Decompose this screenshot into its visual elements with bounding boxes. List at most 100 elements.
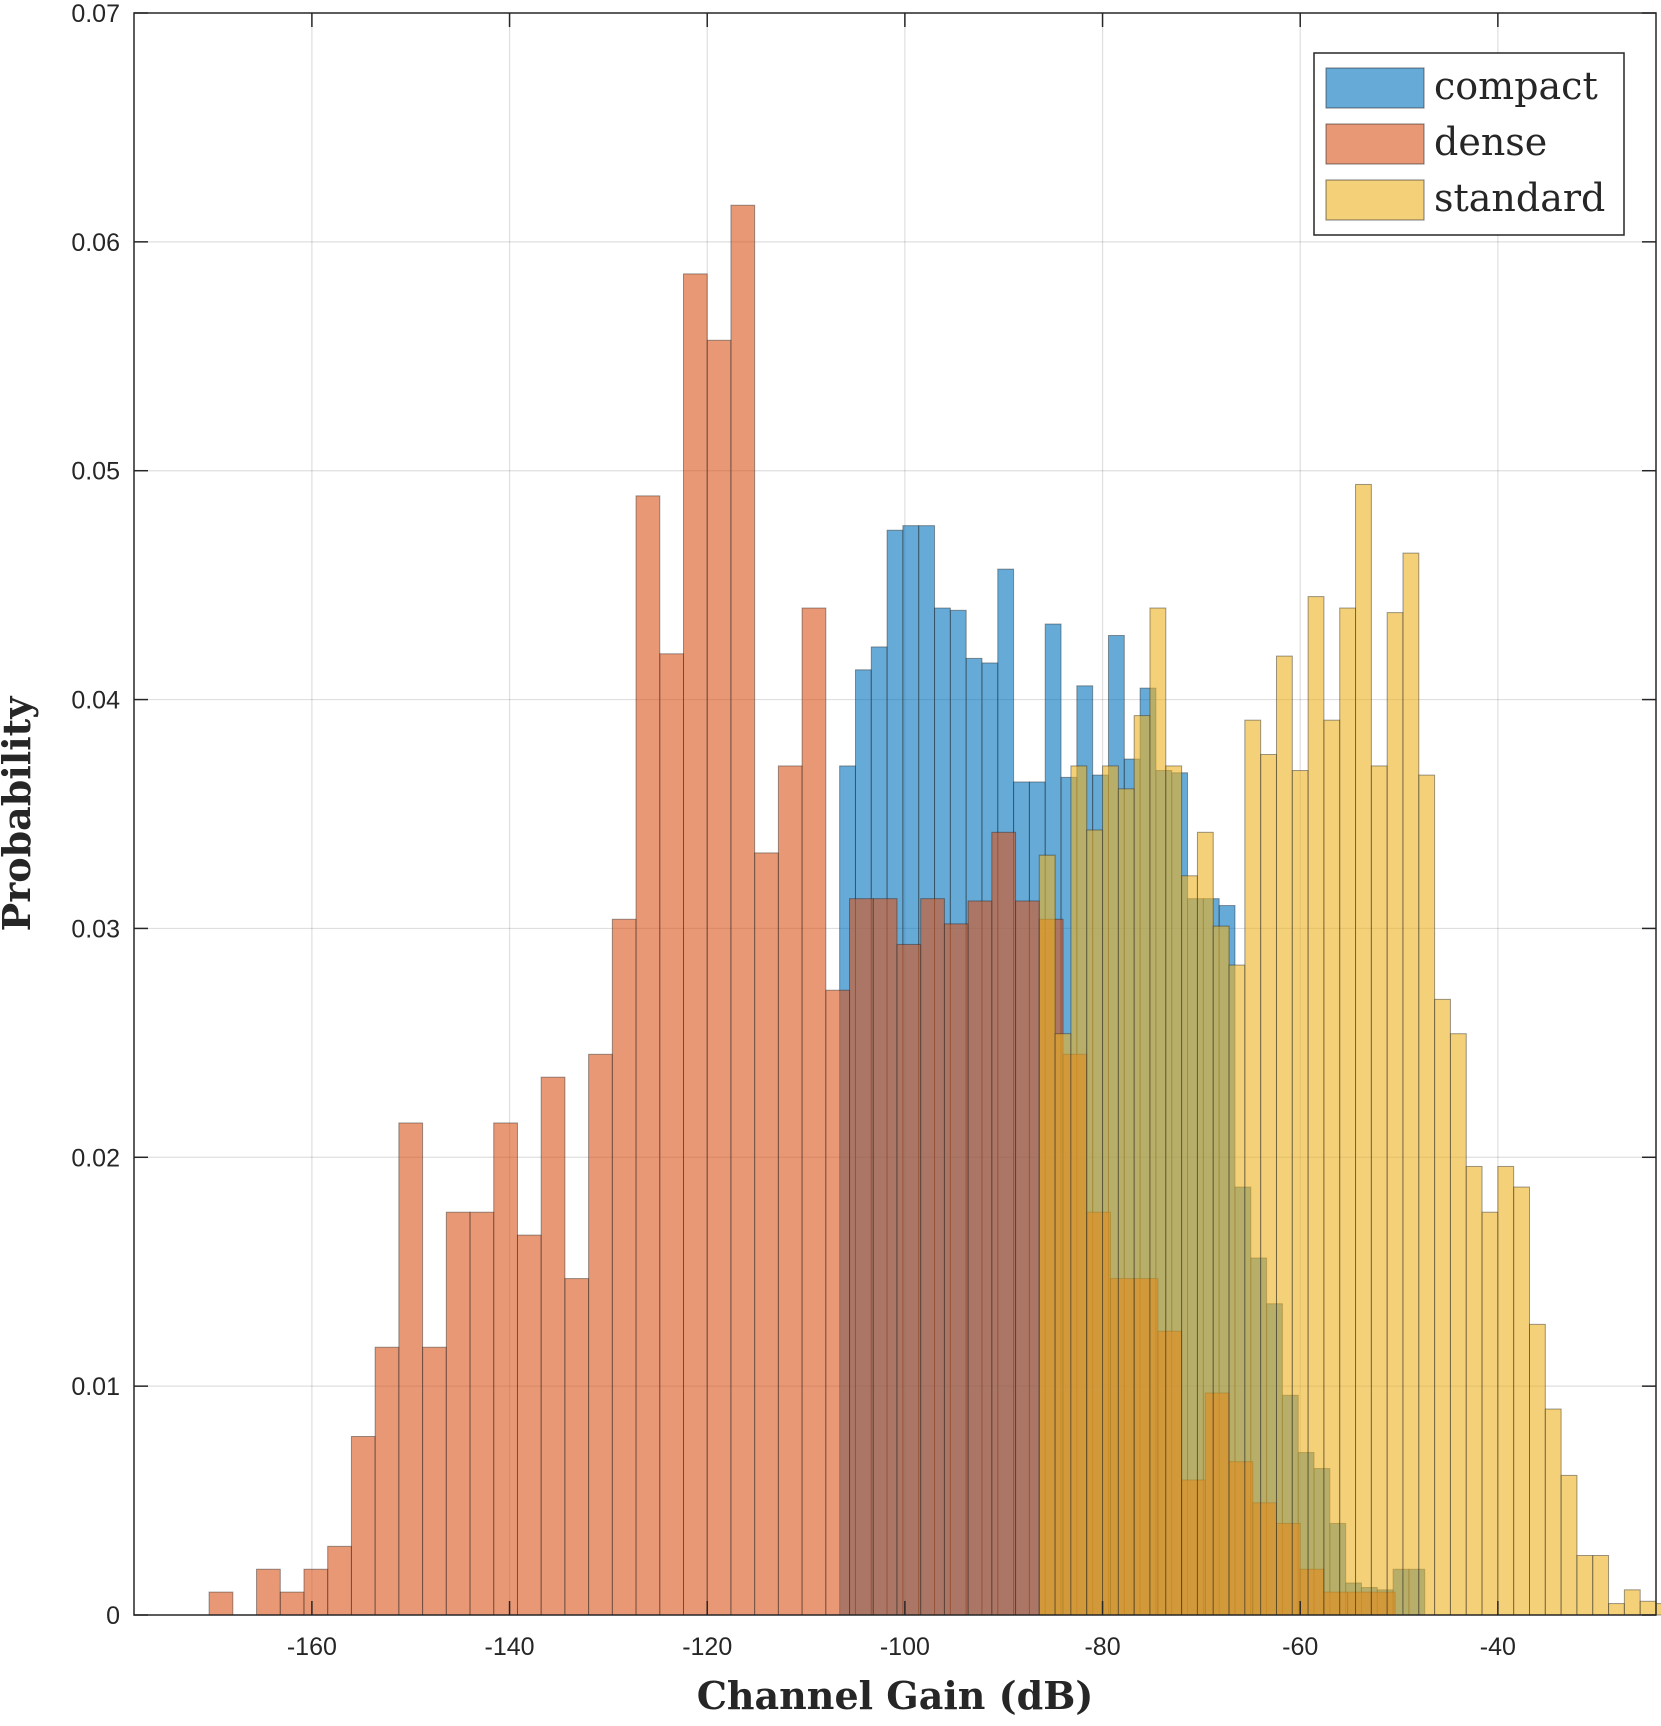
- bar-dense: [279, 1591, 305, 1616]
- bar-standard: [1402, 552, 1420, 1616]
- bar-standard: [1497, 1165, 1515, 1616]
- bar-dense: [469, 1211, 495, 1616]
- bar-dense: [872, 898, 898, 1616]
- bar-standard: [1181, 875, 1198, 1616]
- axes-frame: [133, 12, 1657, 1616]
- bar-standard: [1149, 607, 1167, 1616]
- bar-dense: [208, 1591, 234, 1616]
- bar-standard: [1434, 998, 1451, 1616]
- y-axis-title: Probability: [0, 696, 39, 932]
- bar-standard: [1481, 1211, 1499, 1616]
- legend-swatch-compact: [1325, 67, 1425, 109]
- legend: compact dense standard: [1313, 52, 1625, 236]
- x-tick-label: -40: [1480, 1633, 1516, 1661]
- bar-dense: [422, 1346, 447, 1616]
- y-tick-label: 0.01: [71, 1373, 120, 1401]
- y-tick-label: 0.07: [71, 0, 120, 28]
- y-tick-label: 0.06: [71, 229, 120, 257]
- bar-dense: [327, 1545, 352, 1616]
- x-tick-label: -120: [682, 1633, 732, 1661]
- bar-dense: [398, 1122, 424, 1616]
- bar-standard: [1165, 765, 1183, 1616]
- bar-standard: [1592, 1555, 1610, 1616]
- bar-dense: [256, 1568, 281, 1616]
- bar-standard: [1623, 1589, 1641, 1616]
- bar-standard: [1086, 829, 1104, 1616]
- y-tick-label: 0.04: [71, 687, 120, 715]
- x-axis-title: Channel Gain (dB): [697, 1673, 1094, 1718]
- bar-dense: [777, 765, 803, 1616]
- bar-standard: [1070, 765, 1088, 1616]
- bar-dense: [540, 1076, 566, 1616]
- bar-standard: [1307, 596, 1325, 1616]
- bar-dense: [730, 204, 756, 1616]
- bar-standard: [1323, 719, 1341, 1616]
- bar-dense: [374, 1346, 400, 1616]
- legend-swatch-standard: [1325, 179, 1425, 221]
- bar-dense: [611, 918, 637, 1616]
- x-tick-label: -160: [287, 1633, 337, 1661]
- bar-standard: [1355, 483, 1372, 1616]
- bar-standard: [1212, 925, 1230, 1616]
- bar-dense: [303, 1568, 329, 1616]
- x-tick-label: -60: [1282, 1633, 1318, 1661]
- bar-standard: [1244, 719, 1262, 1616]
- bar-dense: [635, 495, 661, 1616]
- x-tick-label: -100: [880, 1633, 930, 1661]
- y-tick-label: 0.03: [71, 915, 120, 943]
- bar-dense: [967, 900, 993, 1616]
- bar-dense: [659, 653, 685, 1616]
- bar-standard: [1275, 655, 1293, 1616]
- bar-standard: [1117, 788, 1135, 1616]
- x-tick-label: -80: [1084, 1633, 1120, 1661]
- bar-standard: [1196, 831, 1214, 1616]
- bar-standard: [1529, 1323, 1546, 1616]
- bar-dense: [754, 852, 779, 1616]
- bar-dense: [683, 273, 708, 1616]
- bar-dense: [445, 1211, 471, 1616]
- bar-standard: [1370, 765, 1388, 1616]
- y-tick-label: 0.02: [71, 1144, 120, 1172]
- bar-dense: [920, 898, 945, 1616]
- bar-dense: [991, 831, 1017, 1616]
- bar-dense: [516, 1234, 542, 1616]
- bar-dense: [1015, 900, 1040, 1616]
- legend-label-compact: compact: [1434, 64, 1598, 108]
- bar-dense: [493, 1122, 518, 1616]
- bar-dense: [350, 1435, 376, 1616]
- x-tick-label: -140: [485, 1633, 535, 1661]
- y-tick-label: 0: [106, 1602, 120, 1630]
- bar-standard: [1639, 1600, 1657, 1616]
- bar-standard: [1228, 964, 1246, 1616]
- bar-standard: [1291, 770, 1309, 1616]
- bar-dense: [825, 989, 851, 1616]
- bar-standard: [1054, 1033, 1072, 1616]
- y-tick-label: 0.05: [71, 458, 120, 486]
- bar-standard: [1513, 1186, 1530, 1616]
- bar-standard: [1465, 1165, 1483, 1616]
- bar-standard: [1260, 754, 1277, 1616]
- bar-standard: [1608, 1603, 1625, 1616]
- legend-swatch-dense: [1325, 123, 1425, 165]
- bar-dense: [896, 943, 922, 1616]
- bar-standard: [1339, 607, 1357, 1616]
- bar-standard: [1133, 715, 1151, 1616]
- bar-dense: [564, 1278, 590, 1616]
- bar-standard: [1418, 774, 1436, 1616]
- bar-standard: [1560, 1474, 1578, 1616]
- bar-standard: [1576, 1555, 1594, 1616]
- bar-standard: [1038, 854, 1056, 1616]
- bar-dense: [801, 607, 827, 1616]
- bar-dense: [849, 898, 874, 1616]
- bar-standard: [1386, 612, 1404, 1616]
- bar-dense: [588, 1053, 613, 1616]
- axis-ticks: -160 -140 -120 -100 -80 -60 -40 0 0.01 0.02 0.03 0.…: [71, 0, 1656, 1661]
- bar-standard: [1544, 1408, 1562, 1616]
- bar-dense: [943, 923, 969, 1616]
- bar-standard: [1449, 1033, 1467, 1616]
- legend-label-dense: dense: [1434, 120, 1547, 164]
- bar-dense: [706, 339, 732, 1616]
- legend-label-standard: standard: [1434, 176, 1605, 220]
- bar-standard: [1102, 765, 1119, 1616]
